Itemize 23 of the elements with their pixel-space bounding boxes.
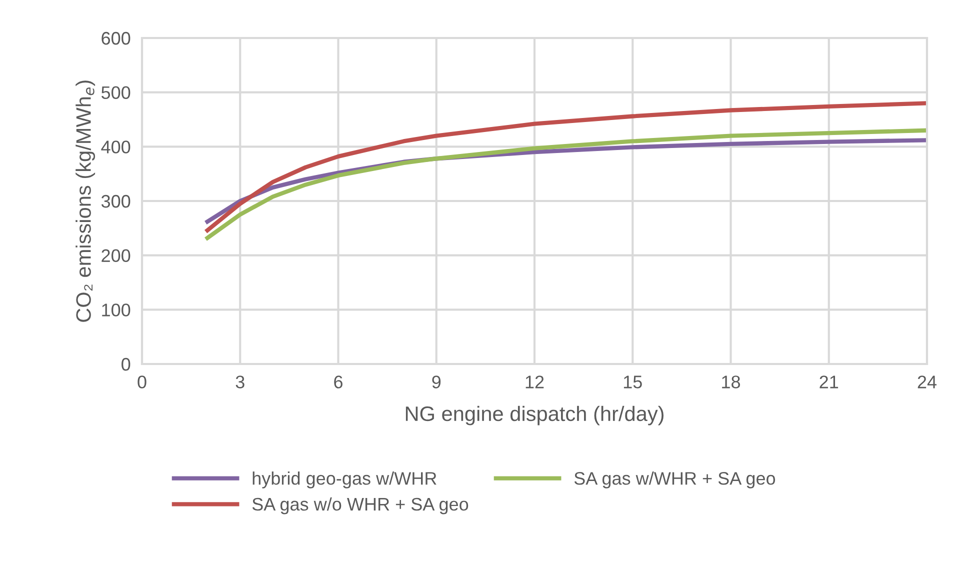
legend-label: SA gas w/WHR + SA geo [574, 472, 776, 488]
x-tick-label: 3 [236, 376, 244, 388]
y-tick-label: 400 [101, 140, 130, 154]
y-axis-title: CO₂ emissions (kg/MWh$_{e}$) [76, 80, 96, 322]
x-tick-label: 21 [820, 376, 838, 388]
legend-label: SA gas w/o WHR + SA geo [252, 497, 468, 514]
x-tick-label: 18 [722, 376, 740, 388]
x-tick-label: 24 [918, 376, 937, 388]
line-series [205, 101, 927, 232]
line-series [205, 128, 927, 240]
y-tick-label: 500 [101, 86, 130, 100]
y-tick-label: 100 [102, 304, 130, 316]
y-tick-label: 200 [102, 249, 130, 262]
x-tick-label: 15 [624, 376, 642, 388]
x-tick-label: 6 [334, 376, 342, 388]
y-tick-label: 600 [102, 32, 130, 45]
legend-label: hybrid geo-gas w/WHR [252, 472, 436, 488]
y-tick-label: 0 [122, 358, 130, 371]
x-axis-title: NG engine dispatch (hr/day) [406, 406, 664, 426]
x-tick-label: 9 [432, 376, 441, 388]
y-tick-label: 300 [101, 194, 130, 208]
x-tick-label: 12 [526, 376, 544, 388]
x-tick-label: 0 [138, 376, 146, 388]
